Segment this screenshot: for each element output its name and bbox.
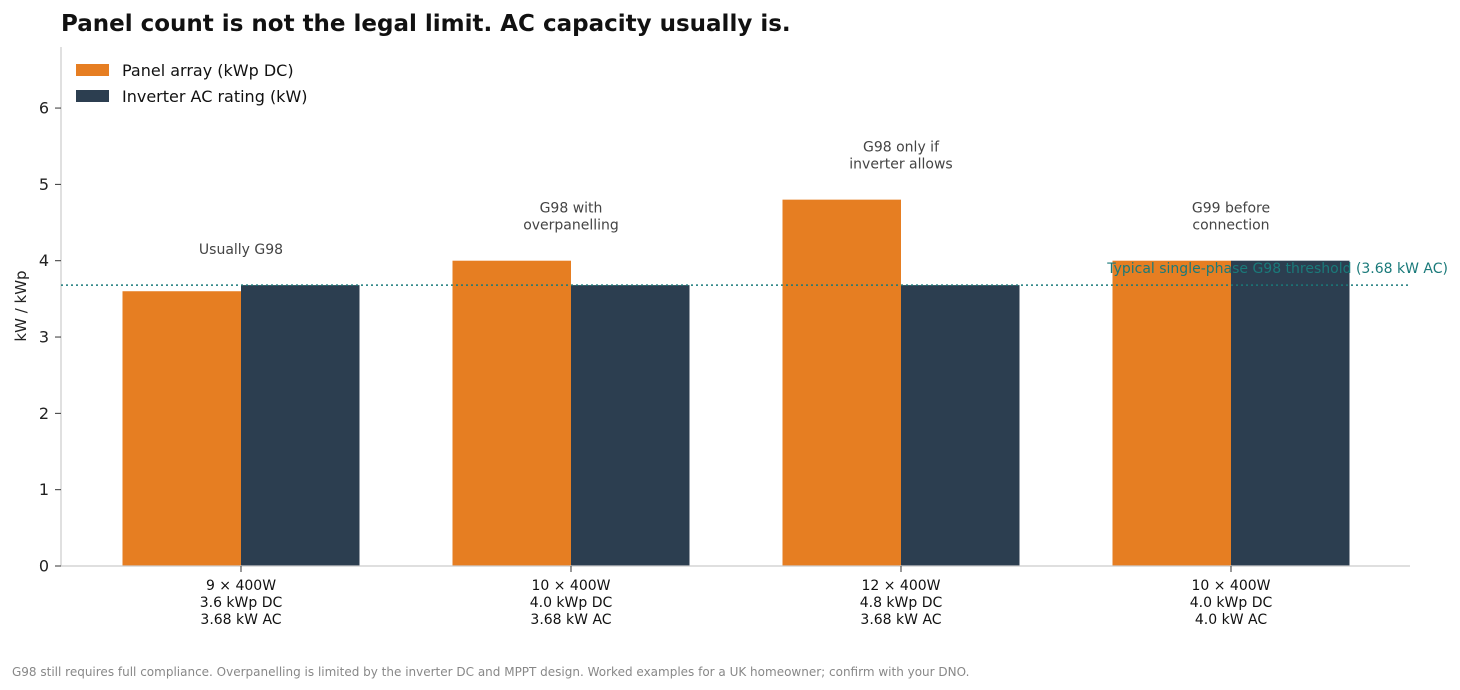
legend-swatch-panel-dc bbox=[76, 64, 109, 76]
bar-inverter-ac-1 bbox=[241, 285, 360, 566]
bar-panel-dc-1 bbox=[122, 291, 241, 566]
group-annotation-line: overpanelling bbox=[523, 218, 619, 234]
category-label: 12 × 400W 4.8 kWp DC 3.68 kW AC bbox=[860, 578, 943, 628]
bar-panel-dc-4 bbox=[1112, 260, 1231, 566]
group-annotation-line: Usually G98 bbox=[199, 242, 283, 258]
y-axis-label: kW / kWp bbox=[12, 270, 30, 341]
group-annotation-line: G99 before bbox=[1192, 201, 1270, 217]
group-annotation-line: G98 with bbox=[540, 201, 603, 217]
group-annotation-line: connection bbox=[1192, 218, 1269, 234]
y-tick-label: 3 bbox=[39, 328, 49, 347]
bar-inverter-ac-3 bbox=[901, 285, 1020, 566]
group-annotation: G99 before connection bbox=[1192, 201, 1270, 234]
legend-label-panel-dc: Panel array (kWp DC) bbox=[122, 61, 294, 80]
category-label-line: 3.6 kWp DC bbox=[200, 595, 283, 611]
category-label-line: 10 × 400W bbox=[531, 578, 610, 594]
y-tick-label: 0 bbox=[39, 557, 49, 576]
category-label: 9 × 400W 3.6 kWp DC 3.68 kW AC bbox=[200, 578, 283, 628]
category-label-line: 4.0 kW AC bbox=[1195, 612, 1267, 628]
y-tick-label: 6 bbox=[39, 99, 49, 118]
y-tick-label: 2 bbox=[39, 404, 49, 423]
group-annotation-line: G98 only if bbox=[863, 140, 940, 156]
category-label-line: 4.0 kWp DC bbox=[530, 595, 613, 611]
bar-panel-dc-2 bbox=[452, 260, 571, 566]
category-label-line: 3.68 kW AC bbox=[200, 612, 281, 628]
group-annotation-line: inverter allows bbox=[849, 157, 952, 173]
bar-panel-dc-3 bbox=[782, 199, 901, 566]
bar-inverter-ac-2 bbox=[571, 285, 690, 566]
g98-threshold-label: Typical single-phase G98 threshold (3.68… bbox=[1106, 261, 1448, 277]
bar-inverter-ac-4 bbox=[1231, 260, 1350, 566]
footnote: G98 still requires full compliance. Over… bbox=[12, 665, 969, 679]
category-label-line: 4.0 kWp DC bbox=[1190, 595, 1273, 611]
chart-title: Panel count is not the legal limit. AC c… bbox=[61, 11, 791, 37]
category-label: 10 × 400W 4.0 kWp DC 4.0 kW AC bbox=[1190, 578, 1273, 628]
category-label-line: 4.8 kWp DC bbox=[860, 595, 943, 611]
group-annotation: G98 with overpanelling bbox=[523, 201, 619, 234]
category-label-line: 12 × 400W bbox=[861, 578, 940, 594]
category-label: 10 × 400W 4.0 kWp DC 3.68 kW AC bbox=[530, 578, 613, 628]
category-label-line: 10 × 400W bbox=[1191, 578, 1270, 594]
group-annotation: Usually G98 bbox=[199, 242, 283, 258]
y-tick-label: 4 bbox=[39, 251, 49, 270]
legend-swatch-inverter-ac bbox=[76, 90, 109, 102]
legend-label-inverter-ac: Inverter AC rating (kW) bbox=[122, 87, 308, 106]
category-label-line: 3.68 kW AC bbox=[860, 612, 941, 628]
category-label-line: 9 × 400W bbox=[206, 578, 276, 594]
y-tick-label: 1 bbox=[39, 480, 49, 499]
group-annotation: G98 only if inverter allows bbox=[849, 140, 952, 173]
y-tick-label: 5 bbox=[39, 175, 49, 194]
category-label-line: 3.68 kW AC bbox=[530, 612, 611, 628]
